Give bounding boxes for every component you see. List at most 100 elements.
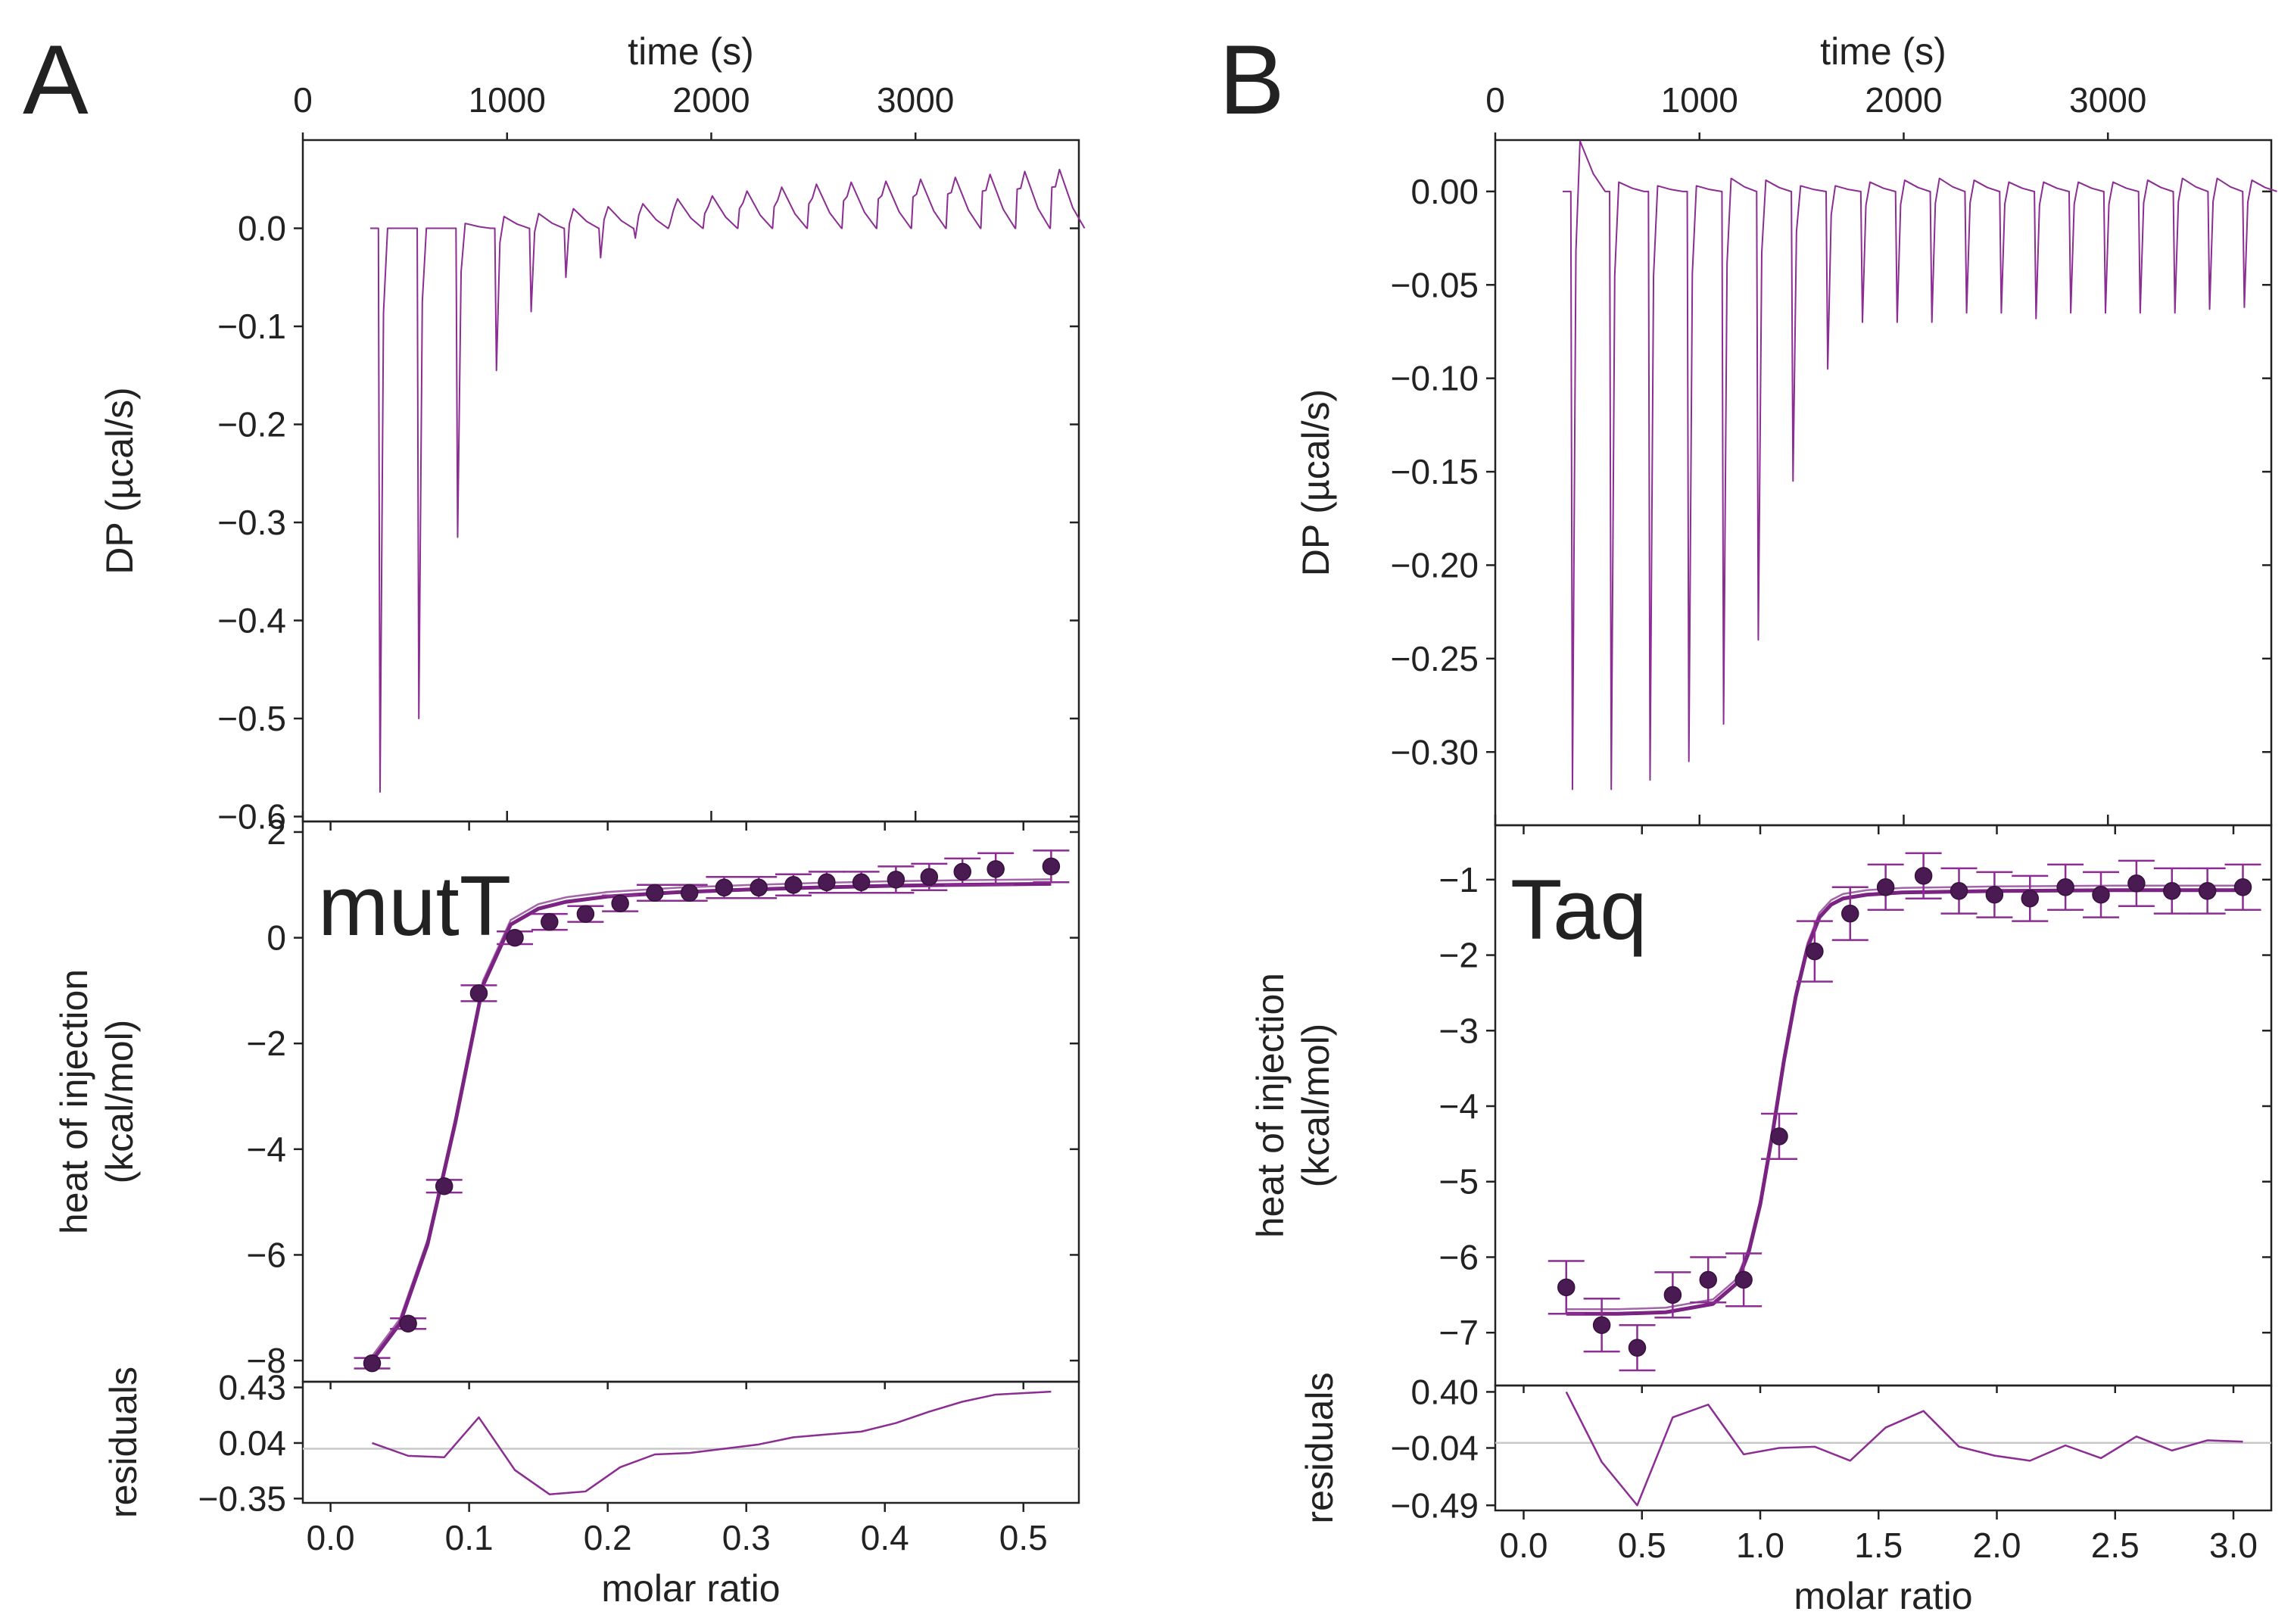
dp-tick-label: −0.15 — [1391, 452, 1479, 491]
panel-letter: B — [1219, 24, 1285, 135]
heat-tick-label: −2 — [1439, 936, 1479, 975]
data-point — [1770, 1127, 1788, 1146]
residual-tick-label: −0.35 — [198, 1479, 286, 1518]
residuals-plot: 0.40 −0.04 −0.49 residuals 0.0 0.5 1.0 1.5 2.0 2.… — [1298, 1372, 2273, 1617]
heat-tick-label: −8 — [247, 1341, 286, 1380]
data-point — [541, 912, 559, 931]
residuals-line — [372, 1390, 1052, 1495]
thermogram-trace — [1563, 140, 2277, 790]
ratio-tick-label: 0.2 — [584, 1518, 632, 1557]
dp-tick-label: −0.1 — [217, 307, 286, 346]
thermogram-frame — [301, 139, 1080, 823]
data-point — [435, 1177, 454, 1195]
ratio-tick-label: 3.0 — [2209, 1526, 2258, 1565]
heat-axis-title-line2: (kcal/mol) — [98, 1020, 141, 1184]
data-point — [1628, 1339, 1647, 1357]
ratio-tick-label: 0.5 — [1618, 1526, 1666, 1565]
thermogram-plot: 0 1000 2000 3000 time (s) 0.0 −0.1 −0.2 −0.3 −0.4… — [98, 30, 1086, 837]
data-point — [750, 878, 768, 897]
dp-tick-label: −0.6 — [217, 797, 286, 837]
time-tick-label: 2000 — [672, 80, 750, 120]
residuals-line — [1565, 1391, 2243, 1507]
ratio-tick-label: 1.5 — [1854, 1526, 1903, 1565]
dp-tick-label: −0.30 — [1391, 732, 1479, 771]
thermogram-trace — [370, 168, 1086, 793]
time-tick-label: 2000 — [1865, 80, 1942, 120]
data-point — [363, 1354, 382, 1373]
data-point — [1735, 1270, 1753, 1289]
dp-axis-title: DP (µcal/s) — [1295, 389, 1337, 576]
dp-tick-label: 0.0 — [238, 209, 286, 248]
dp-tick-label: −0.20 — [1391, 545, 1479, 584]
heat-tick-label: −6 — [247, 1235, 286, 1274]
isotherm-plot: 2 0 −2 −4 −6 −8 heat of injection (kcal/mol) mut… — [53, 812, 1080, 1383]
panel-letter: A — [23, 24, 89, 135]
time-axis-title: time (s) — [628, 30, 754, 73]
residuals-plot: 0.43 0.04 −0.35 residuals 0.0 0.1 0.2 0.3 0.4 0.5… — [102, 1367, 1080, 1610]
data-point — [784, 876, 803, 894]
time-tick-label: 3000 — [2069, 80, 2146, 120]
data-point — [1876, 878, 1895, 896]
data-point — [2127, 874, 2146, 893]
heat-tick-label: −6 — [1439, 1237, 1479, 1276]
heat-tick-label: −4 — [247, 1130, 286, 1169]
data-point — [2233, 878, 2252, 896]
data-point — [1950, 882, 1968, 900]
dp-tick-label: 0.00 — [1410, 172, 1479, 211]
dp-tick-label: −0.05 — [1391, 265, 1479, 304]
data-point — [469, 984, 488, 1002]
data-point — [2056, 878, 2074, 896]
data-point — [953, 862, 971, 881]
time-tick-label: 0 — [293, 80, 313, 120]
data-point — [2198, 882, 2217, 900]
heat-tick-label: −3 — [1439, 1011, 1479, 1050]
isotherm-fit-curve — [1566, 888, 2243, 1316]
ratio-axis-title: molar ratio — [601, 1567, 780, 1610]
dp-tick-label: −0.3 — [217, 503, 286, 542]
data-point — [1699, 1270, 1717, 1289]
ratio-tick-label: 2.5 — [2091, 1526, 2140, 1565]
residual-tick-label: −0.04 — [1391, 1429, 1479, 1468]
data-point — [1042, 857, 1061, 876]
data-point — [399, 1314, 417, 1333]
ratio-tick-label: 1.0 — [1736, 1526, 1784, 1565]
data-point — [646, 884, 664, 902]
data-point — [852, 873, 871, 892]
heat-axis-title-line1: heat of injection — [1249, 973, 1292, 1238]
data-point — [611, 894, 629, 912]
data-point — [1841, 904, 1859, 923]
ratio-tick-label: 0.0 — [307, 1518, 355, 1557]
ratio-tick-label: 0.5 — [999, 1518, 1048, 1557]
isotherm-fit-curve-secondary — [1566, 884, 2243, 1311]
panel-a: A 0 1000 2000 3000 time (s) 0.0 −0.1 −0.2 −0.3 −0.… — [23, 24, 1086, 1610]
data-point — [887, 871, 905, 889]
dp-axis-title: DP (µcal/s) — [98, 387, 141, 574]
data-point — [920, 868, 939, 887]
thermogram-plot: 0 1000 2000 3000 time (s) 0.00 −0.05 −0.10 −0.15… — [1295, 30, 2277, 827]
heat-tick-label: 0 — [266, 918, 286, 958]
data-point — [715, 878, 734, 897]
data-point — [818, 873, 836, 892]
dp-tick-label: −0.10 — [1391, 359, 1479, 398]
time-tick-label: 3000 — [877, 80, 954, 120]
ratio-tick-label: 0.0 — [1500, 1526, 1548, 1565]
heat-tick-label: −7 — [1439, 1313, 1479, 1352]
data-point — [680, 884, 699, 902]
data-point — [1914, 867, 1933, 885]
heat-tick-label: −2 — [247, 1024, 286, 1063]
residual-tick-label: 0.43 — [218, 1368, 286, 1407]
residual-tick-label: 0.04 — [218, 1423, 286, 1463]
residual-tick-label: −0.49 — [1391, 1485, 1479, 1525]
isotherm-plot: −1 −2 −3 −4 −5 −6 −7 heat of injection (kcal/mol… — [1249, 824, 2273, 1387]
data-point — [1806, 942, 1824, 961]
ratio-axis-title: molar ratio — [1794, 1575, 1972, 1617]
time-tick-label: 1000 — [1661, 80, 1738, 120]
isotherm-fit-curve — [370, 881, 1052, 1362]
dp-tick-label: −0.25 — [1391, 639, 1479, 678]
residuals-axis-title: residuals — [1298, 1372, 1341, 1523]
data-point — [1985, 886, 2004, 904]
heat-axis-title-line2: (kcal/mol) — [1295, 1024, 1337, 1188]
data-point — [576, 905, 595, 923]
residuals-axis-title: residuals — [102, 1367, 145, 1518]
